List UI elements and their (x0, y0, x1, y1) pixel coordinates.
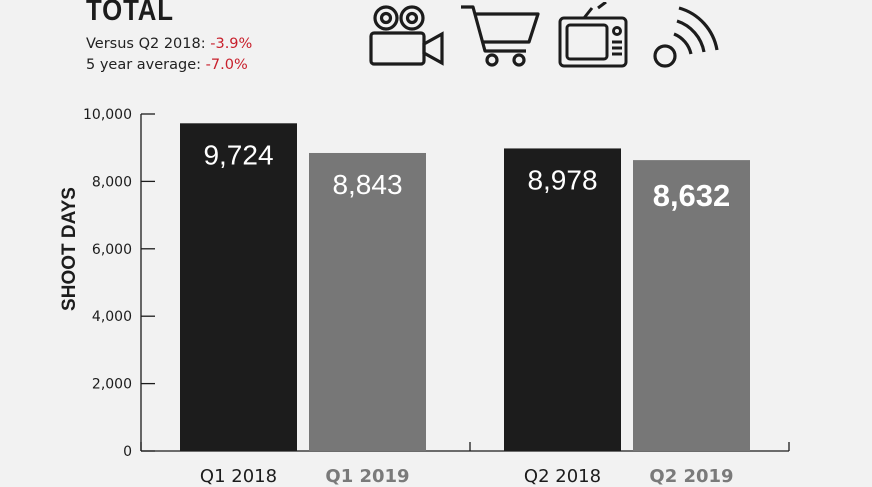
x-tick-label: Q1 2018 (200, 466, 277, 487)
y-tick-label: 2,000 (92, 377, 132, 393)
bar-value-label: 8,978 (527, 164, 597, 195)
y-tick-label: 0 (123, 444, 132, 460)
x-tick-label: Q1 2019 (325, 466, 409, 487)
versus-label: Versus Q2 2018: (86, 36, 211, 52)
chart-title: TOTAL (86, 0, 174, 27)
bar-value-label: 8,632 (653, 178, 731, 213)
bar-q1-2019 (309, 152, 426, 451)
y-tick-label: 10,000 (83, 107, 132, 123)
film-camera-icon (369, 5, 444, 66)
y-tick-label: 6,000 (92, 242, 132, 258)
shopping-cart-icon (461, 5, 540, 67)
bar-q1-2018 (180, 123, 297, 451)
television-icon (558, 2, 628, 68)
broadcast-signal-icon (653, 6, 719, 68)
bar-q2-2018 (504, 148, 621, 451)
y-axis-label: SHOOT DAYS (59, 187, 80, 311)
average-stat: 5 year average: -7.0% (86, 57, 248, 73)
y-tick-label: 4,000 (92, 309, 132, 325)
versus-stat: Versus Q2 2018: -3.9% (86, 36, 252, 52)
bar-q2-2019 (633, 160, 750, 451)
x-tick-label: Q2 2019 (649, 466, 733, 487)
average-label: 5 year average: (86, 57, 206, 73)
y-tick-label: 8,000 (92, 174, 132, 190)
bar-value-label: 8,843 (332, 169, 402, 200)
bar-value-label: 9,724 (203, 139, 273, 170)
versus-value: -3.9% (210, 36, 253, 52)
average-value: -7.0% (205, 57, 248, 73)
x-tick-label: Q2 2018 (524, 466, 601, 487)
